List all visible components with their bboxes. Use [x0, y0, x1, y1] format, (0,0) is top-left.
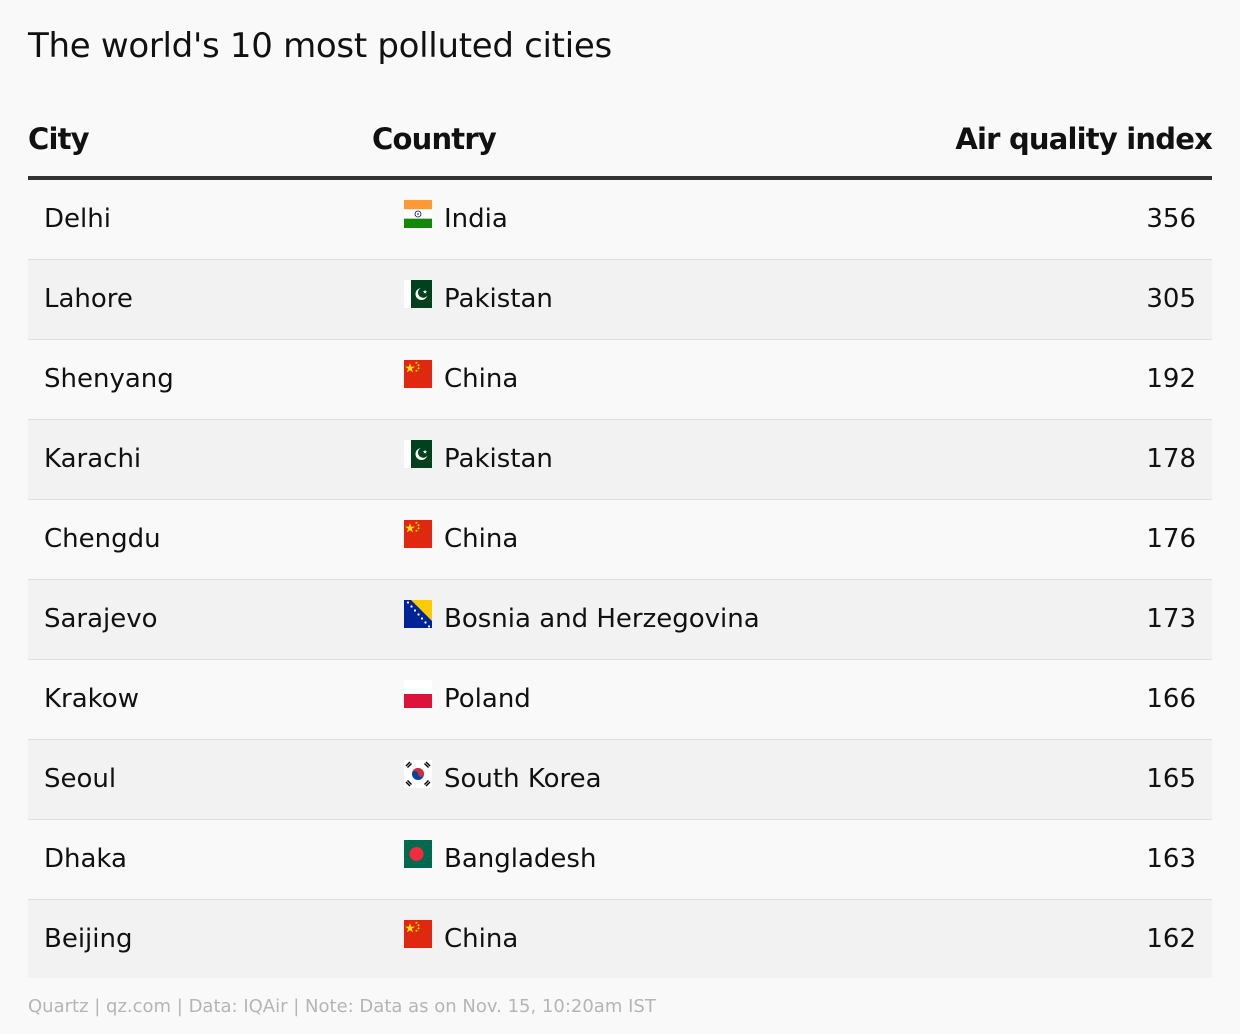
country-cell: Pakistan — [444, 444, 553, 474]
table-row: Delhi India 356 — [28, 180, 1212, 260]
table-row: Karachi Pakistan 178 — [28, 420, 1212, 500]
table-body: Delhi India 356 Lahore Pakistan 305 Shenyang Ch… — [28, 180, 1212, 978]
city-cell: Dhaka — [44, 844, 127, 874]
city-cell: Delhi — [44, 204, 111, 234]
country-cell: China — [444, 924, 519, 954]
poland-flag-icon — [404, 680, 432, 708]
china-flag-icon — [404, 360, 432, 388]
bangladesh-flag-icon — [404, 840, 432, 868]
south-korea-flag-icon — [404, 760, 432, 788]
pakistan-flag-icon — [404, 280, 432, 308]
column-header-country: Country — [372, 122, 497, 156]
city-cell: Chengdu — [44, 524, 161, 554]
source-footer: Quartz | qz.com | Data: IQAir | Note: Da… — [28, 996, 656, 1017]
table-header: City Country Air quality index — [28, 112, 1213, 180]
city-cell: Shenyang — [44, 364, 174, 394]
country-cell: Bosnia and Herzegovina — [444, 604, 760, 634]
bosnia-flag-icon — [404, 600, 432, 628]
aqi-value-cell: 176 — [1146, 524, 1196, 554]
table-row: Sarajevo Bosnia and Herzegovina 173 — [28, 580, 1212, 660]
table-row: Lahore Pakistan 305 — [28, 260, 1212, 340]
aqi-value-cell: 192 — [1146, 364, 1196, 394]
aqi-value-cell: 166 — [1146, 684, 1196, 714]
data-table: City Country Air quality index Delhi Indi… — [28, 112, 1213, 978]
country-cell: China — [444, 364, 519, 394]
aqi-value-cell: 305 — [1146, 284, 1196, 314]
table-row: Beijing China 162 — [28, 900, 1212, 978]
city-cell: Lahore — [44, 284, 133, 314]
china-flag-icon — [404, 520, 432, 548]
aqi-value-cell: 163 — [1146, 844, 1196, 874]
aqi-value-cell: 165 — [1146, 764, 1196, 794]
column-header-aqi: Air quality index — [955, 122, 1212, 156]
aqi-value-cell: 162 — [1146, 924, 1196, 954]
country-cell: South Korea — [444, 764, 602, 794]
country-cell: Bangladesh — [444, 844, 597, 874]
city-cell: Sarajevo — [44, 604, 158, 634]
china-flag-icon — [404, 920, 432, 948]
country-cell: India — [444, 204, 508, 234]
table-row: Dhaka Bangladesh 163 — [28, 820, 1212, 900]
india-flag-icon — [404, 200, 432, 228]
aqi-value-cell: 173 — [1146, 604, 1196, 634]
column-header-city: City — [28, 122, 90, 156]
country-cell: Pakistan — [444, 284, 553, 314]
city-cell: Karachi — [44, 444, 142, 474]
city-cell: Beijing — [44, 924, 133, 954]
country-cell: Poland — [444, 684, 531, 714]
chart-title: The world's 10 most polluted cities — [28, 26, 612, 66]
table-row: Shenyang China 192 — [28, 340, 1212, 420]
aqi-value-cell: 178 — [1146, 444, 1196, 474]
table-row: Seoul South Korea 165 — [28, 740, 1212, 820]
table-row: Chengdu China 176 — [28, 500, 1212, 580]
city-cell: Krakow — [44, 684, 139, 714]
city-cell: Seoul — [44, 764, 117, 794]
aqi-value-cell: 356 — [1146, 204, 1196, 234]
table-row: Krakow Poland 166 — [28, 660, 1212, 740]
country-cell: China — [444, 524, 519, 554]
pakistan-flag-icon — [404, 440, 432, 468]
